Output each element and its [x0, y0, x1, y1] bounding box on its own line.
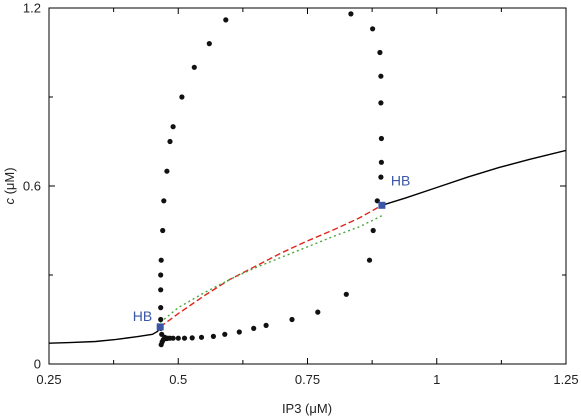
y-tick-label: 0: [34, 357, 41, 372]
x-tick-label: 0.25: [36, 372, 61, 387]
orbit-point: [160, 227, 166, 234]
orbit-point: [158, 272, 164, 278]
orbit-point: [210, 333, 216, 339]
unstable-branch-2: [159, 204, 383, 328]
orbit-point: [366, 257, 373, 263]
x-tick-label: 1.25: [553, 372, 578, 387]
orbit-point: [315, 309, 321, 315]
y-tick-label: 1.2: [23, 1, 41, 16]
hb-label: HB: [133, 308, 152, 324]
orbit-point: [189, 335, 195, 341]
x-tick-label: 1: [433, 372, 440, 387]
hb-marker: [156, 323, 164, 331]
orbit-point: [198, 334, 205, 340]
x-tick-label: 0.75: [295, 372, 320, 387]
orbit-point: [158, 316, 164, 323]
orbit-point: [191, 64, 197, 70]
orbit-point: [378, 73, 384, 79]
stable-branch-0: [49, 326, 161, 344]
orbit-point: [348, 11, 354, 17]
plot-frame: [48, 7, 567, 365]
orbit-point: [236, 329, 242, 335]
x-tick-label: 0.5: [169, 372, 187, 387]
orbit-point: [181, 335, 188, 341]
orbit-point: [164, 168, 170, 174]
orbit-point: [179, 94, 185, 100]
orbit-point: [223, 17, 229, 23]
orbit-point: [175, 335, 181, 341]
orbit-point: [377, 49, 383, 56]
orbit-point: [378, 159, 384, 165]
orbit-point: [343, 291, 349, 297]
y-axis-label: c (μM): [2, 167, 17, 204]
orbit-point: [378, 135, 384, 142]
stable-branch-1: [381, 149, 566, 206]
hb-label: HB: [391, 172, 410, 188]
orbit-point: [158, 305, 164, 311]
orbit-point: [289, 316, 295, 323]
orbit-point: [161, 198, 167, 204]
orbit-point: [370, 227, 376, 234]
orbit-point: [370, 26, 376, 32]
orbit-point: [167, 138, 173, 145]
hb-marker: [378, 201, 386, 209]
y-axis-label-unit: (μM): [2, 167, 17, 198]
orbit-point: [170, 335, 176, 341]
orbit-point: [165, 335, 171, 341]
orbit-point: [378, 100, 384, 106]
orbit-point: [222, 331, 228, 337]
ticks-layer: HB HB 0.25 0.5 0.75 1 1.25 0 0.6 1.2: [23, 1, 579, 388]
orbit-point: [158, 287, 164, 293]
orbit-point: [206, 41, 212, 47]
orbit-point: [170, 124, 176, 130]
y-tick-label: 0.6: [23, 179, 41, 194]
orbit-point: [251, 325, 257, 331]
orbit-point: [263, 322, 269, 328]
orbit-point: [378, 174, 384, 180]
plot-layer: [49, 11, 566, 348]
green-branch-3: [159, 215, 383, 324]
orbit-point: [158, 257, 164, 263]
y-axis-label-variable: c: [2, 198, 17, 205]
x-axis-label: IP3 (μM): [282, 401, 332, 416]
